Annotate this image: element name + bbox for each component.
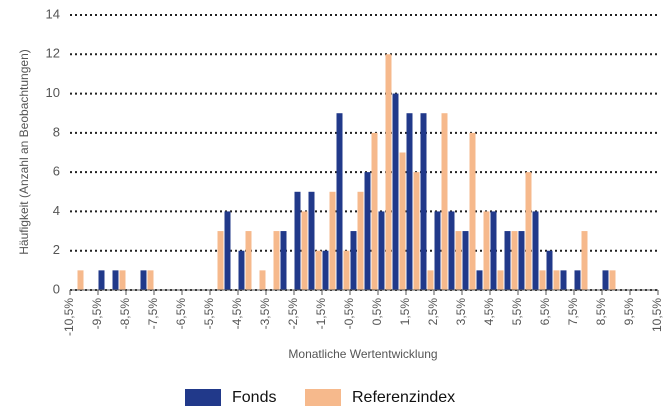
bar (490, 211, 497, 290)
y-tick-label: 14 (46, 6, 60, 21)
x-tick-label: -7,5% (146, 298, 160, 330)
legend-label: Fonds (232, 389, 276, 406)
bar (336, 113, 343, 290)
bar (357, 191, 364, 290)
x-tick-label: 4,5% (482, 298, 496, 326)
bar (322, 250, 329, 290)
bar (574, 270, 581, 290)
bar (364, 172, 371, 290)
bar (581, 231, 588, 290)
bar (98, 270, 105, 290)
bar (147, 270, 154, 290)
bar (497, 270, 504, 290)
x-tick-label: -2,5% (286, 298, 300, 330)
bar (294, 191, 301, 290)
bar (77, 270, 84, 290)
y-tick-label: 0 (53, 281, 60, 296)
bar (525, 172, 532, 290)
x-tick-label: -1,5% (314, 298, 328, 330)
bar (259, 270, 266, 290)
bar (392, 93, 399, 290)
bar (413, 172, 420, 290)
bar (399, 152, 406, 290)
bar (441, 113, 448, 290)
x-tick-label: -10,5% (62, 298, 76, 336)
bar (504, 231, 511, 290)
bar (217, 231, 224, 290)
bar (434, 211, 441, 290)
bar (350, 231, 357, 290)
x-tick-label: -5,5% (202, 298, 216, 330)
bar (609, 270, 616, 290)
legend-swatch (305, 389, 341, 406)
x-axis-title: Monatliche Wertentwicklung (288, 347, 437, 361)
y-tick-label: 4 (53, 203, 60, 218)
y-axis-title: Häufigkeit (Anzahl an Beobachtungen) (17, 49, 31, 254)
bar (455, 231, 462, 290)
bar (427, 270, 434, 290)
x-tick-label: 5,5% (510, 298, 524, 326)
bar (462, 231, 469, 290)
bar (329, 191, 336, 290)
x-tick-label: -8,5% (118, 298, 132, 330)
x-tick-label: 1,5% (398, 298, 412, 326)
bar (140, 270, 147, 290)
bar (315, 250, 322, 290)
bar (301, 211, 308, 290)
x-tick-label: 2,5% (426, 298, 440, 326)
x-tick-label: -0,5% (342, 298, 356, 330)
bar (553, 270, 560, 290)
x-tick-label: -4,5% (230, 298, 244, 330)
x-tick-label: -9,5% (90, 298, 104, 330)
y-tick-label: 10 (46, 85, 60, 100)
x-tick-label: 9,5% (622, 298, 636, 326)
x-tick-label: 3,5% (454, 298, 468, 326)
bar (420, 113, 427, 290)
x-tick-label: 7,5% (566, 298, 580, 326)
bar (224, 211, 231, 290)
bar (280, 231, 287, 290)
bar (476, 270, 483, 290)
bar (406, 113, 413, 290)
bar (518, 231, 525, 290)
bar (511, 231, 518, 290)
bar (546, 250, 553, 290)
bar (112, 270, 119, 290)
y-tick-label: 6 (53, 164, 60, 179)
bar (343, 250, 350, 290)
bar (273, 231, 280, 290)
bar (119, 270, 126, 290)
x-tick-label: 10,5% (650, 298, 664, 332)
bar (245, 231, 252, 290)
bar (385, 54, 392, 291)
bar (238, 250, 245, 290)
bar (448, 211, 455, 290)
x-tick-label: 0,5% (370, 298, 384, 326)
y-tick-label: 8 (53, 124, 60, 139)
bar (483, 211, 490, 290)
bar (469, 132, 476, 290)
bar (371, 132, 378, 290)
bar (308, 191, 315, 290)
y-tick-label: 12 (46, 46, 60, 61)
y-tick-label: 2 (53, 242, 60, 257)
x-tick-label: 6,5% (538, 298, 552, 326)
bar (560, 270, 567, 290)
x-tick-label: -3,5% (258, 298, 272, 330)
x-tick-label: 8,5% (594, 298, 608, 326)
bar (602, 270, 609, 290)
legend-swatch (185, 389, 221, 406)
bar (539, 270, 546, 290)
x-tick-label: -6,5% (174, 298, 188, 330)
bar (532, 211, 539, 290)
bar (378, 211, 385, 290)
legend-label: Referenzindex (352, 389, 455, 406)
